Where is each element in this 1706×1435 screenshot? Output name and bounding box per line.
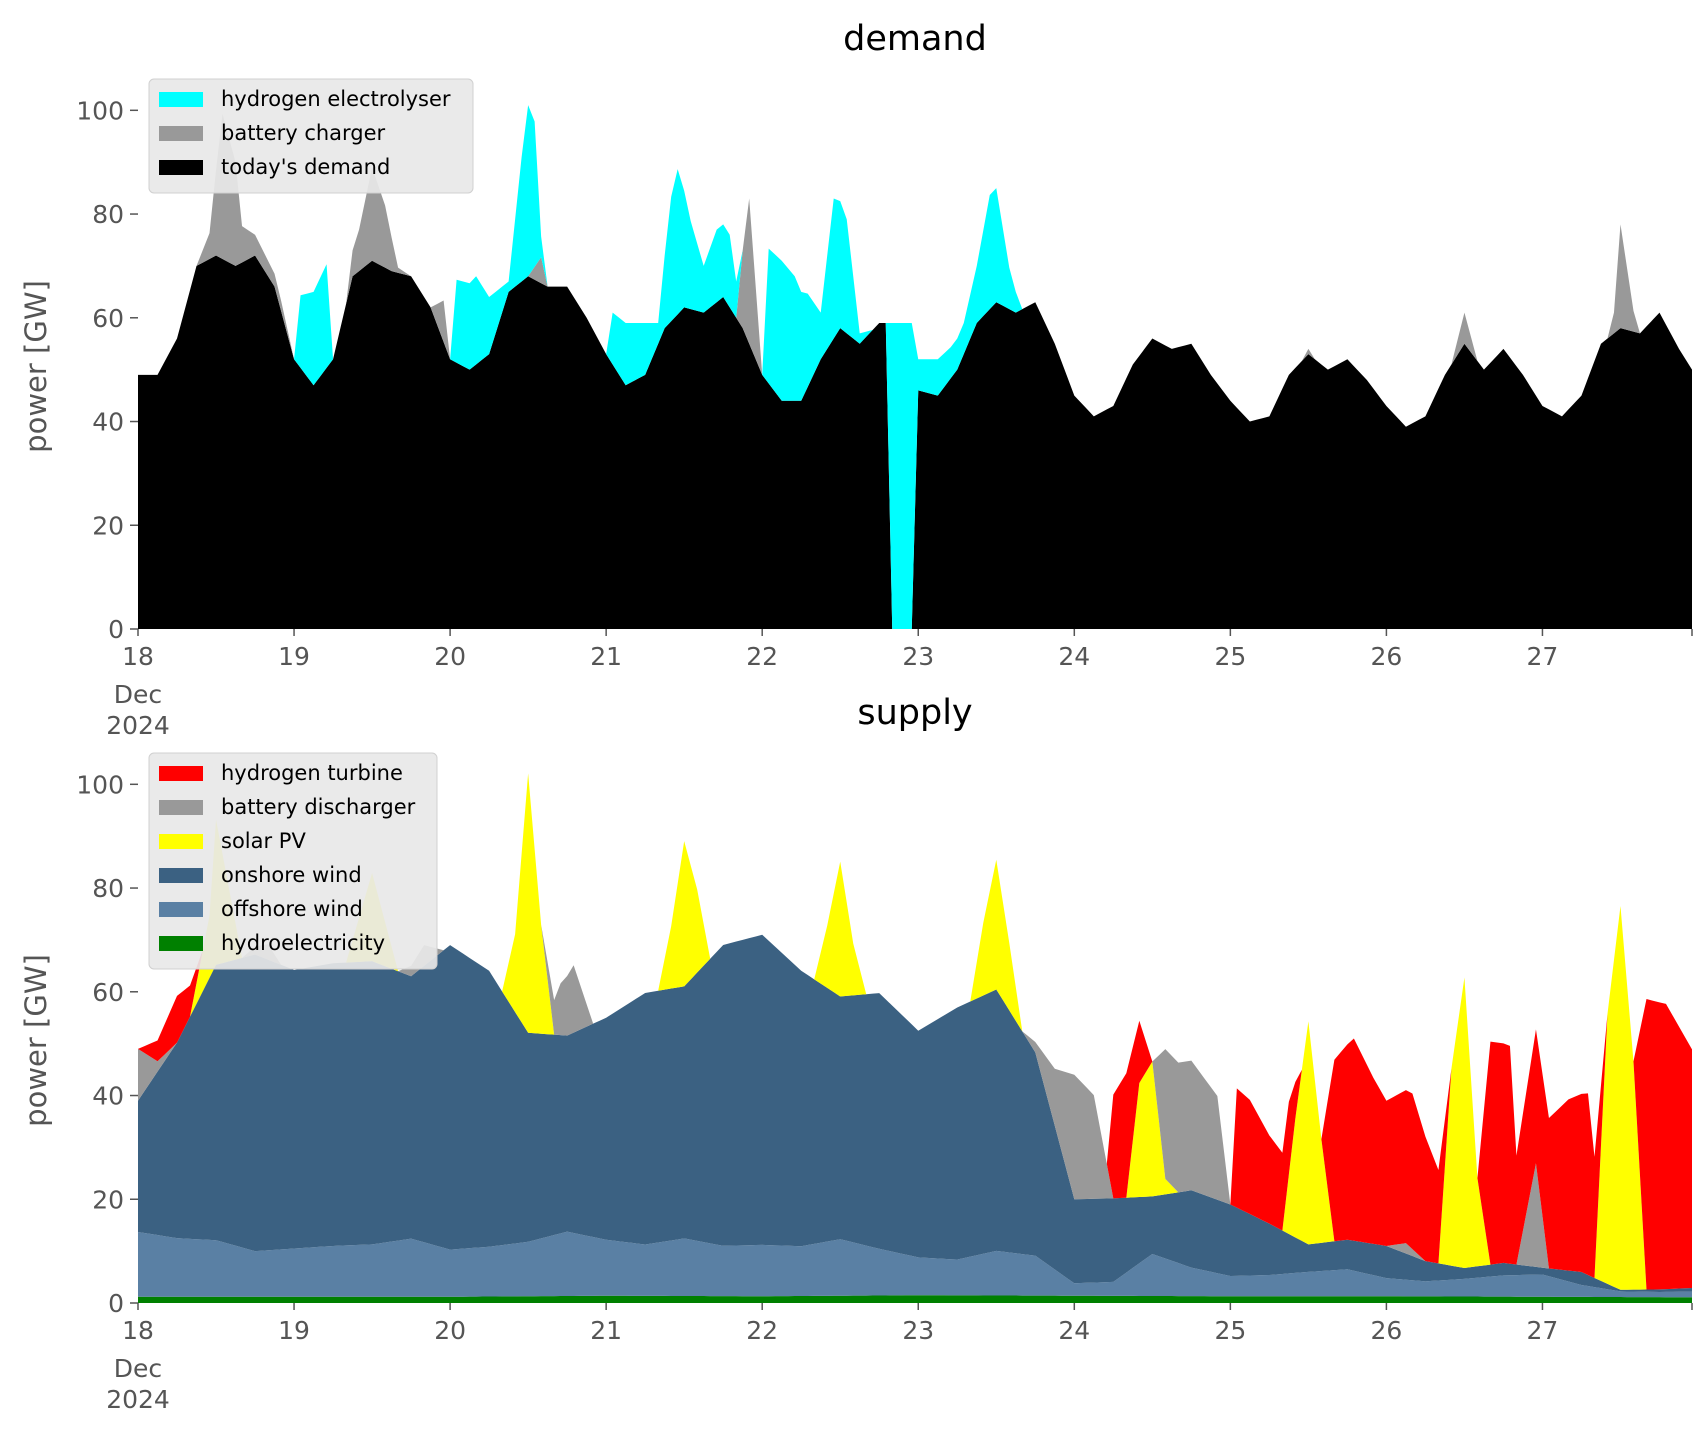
x-tick-label: 26 [1370, 1316, 1402, 1345]
x-tick-label: 21 [590, 1316, 622, 1345]
x-tick-sublabel: Dec [114, 1354, 162, 1383]
legend-label: onshore wind [221, 863, 362, 887]
y-tick-label: 100 [76, 96, 124, 125]
legend-label: today's demand [221, 155, 390, 179]
x-tick-label: 20 [434, 1316, 466, 1345]
x-tick-label: 22 [746, 1316, 778, 1345]
chart-title: demand [843, 19, 987, 59]
x-tick-label: 27 [1527, 1316, 1559, 1345]
battery-discharger-legend-swatch [159, 800, 203, 815]
x-tick-label: 24 [1058, 1316, 1090, 1345]
legend-label: battery discharger [221, 795, 416, 819]
x-tick-label: 23 [902, 642, 934, 671]
demand-areas [138, 105, 1692, 630]
hydroelectricity-legend-swatch [159, 936, 203, 951]
x-tick-label: 18 [122, 642, 154, 671]
y-tick-label: 0 [108, 1289, 124, 1318]
x-tick-label: 25 [1214, 642, 1246, 671]
chart-title: supply [857, 693, 972, 733]
today-s-demand-area [138, 255, 1692, 630]
x-tick-label: 27 [1527, 642, 1559, 671]
legend: hydrogen turbine battery discharger solar … [148, 752, 438, 970]
y-axis-label: power [GW] [19, 280, 53, 453]
legend-box [148, 752, 438, 970]
x-tick-label: 18 [122, 1316, 154, 1345]
legend-label: offshore wind [221, 897, 363, 921]
y-tick-label: 80 [92, 200, 124, 229]
hydrogen-electrolyser-area [138, 105, 1692, 630]
y-tick-label: 60 [92, 978, 124, 1007]
battery-charger-legend-swatch [159, 126, 203, 141]
y-tick-label: 0 [108, 615, 124, 644]
y-tick-label: 40 [92, 408, 124, 437]
y-axis-label: power [GW] [19, 954, 53, 1127]
hydrogen-turbine-legend-swatch [159, 766, 203, 781]
x-tick-label: 24 [1058, 642, 1090, 671]
y-tick-label: 60 [92, 304, 124, 333]
x-tick-label: 22 [746, 642, 778, 671]
x-tick-label: 21 [590, 642, 622, 671]
battery-discharger-area [138, 773, 1692, 1290]
supply-areas [138, 773, 1692, 1303]
x-tick-label: 26 [1370, 642, 1402, 671]
y-tick-label: 100 [76, 770, 124, 799]
legend-box [148, 78, 474, 194]
x-tick-label: 23 [902, 1316, 934, 1345]
legend-label: battery charger [221, 121, 386, 145]
x-tick-label: 19 [278, 642, 310, 671]
x-tick-label: 25 [1214, 1316, 1246, 1345]
today-s-demand-legend-swatch [159, 160, 203, 175]
offshore-wind-legend-swatch [159, 902, 203, 917]
offshore-wind-area [138, 1231, 1692, 1298]
onshore-wind-legend-swatch [159, 868, 203, 883]
legend-label: solar PV [221, 829, 306, 853]
y-axis: 0 20 40 60 80 100 power [GW] [19, 770, 138, 1318]
y-axis: 0 20 40 60 80 100 power [GW] [19, 96, 138, 644]
x-tick-sublabel: 2024 [106, 1385, 170, 1414]
legend-label: hydrogen turbine [221, 761, 403, 785]
x-tick-label: 20 [434, 642, 466, 671]
legend-label: hydroelectricity [221, 931, 385, 955]
x-tick-sublabel: 2024 [106, 711, 170, 740]
legend-label: hydrogen electrolyser [221, 87, 451, 111]
y-tick-label: 40 [92, 1082, 124, 1111]
solar-pv-legend-swatch [159, 834, 203, 849]
y-tick-label: 80 [92, 874, 124, 903]
y-tick-label: 20 [92, 511, 124, 540]
onshore-wind-area [138, 934, 1692, 1292]
x-tick-label: 19 [278, 1316, 310, 1345]
y-tick-label: 20 [92, 1185, 124, 1214]
hydroelectricity-area [138, 1295, 1692, 1303]
legend: hydrogen electrolyser battery charger toda… [148, 78, 474, 194]
x-tick-sublabel: Dec [114, 680, 162, 709]
hydrogen-electrolyser-legend-swatch [159, 92, 203, 107]
solar-pv-area [138, 773, 1692, 1290]
